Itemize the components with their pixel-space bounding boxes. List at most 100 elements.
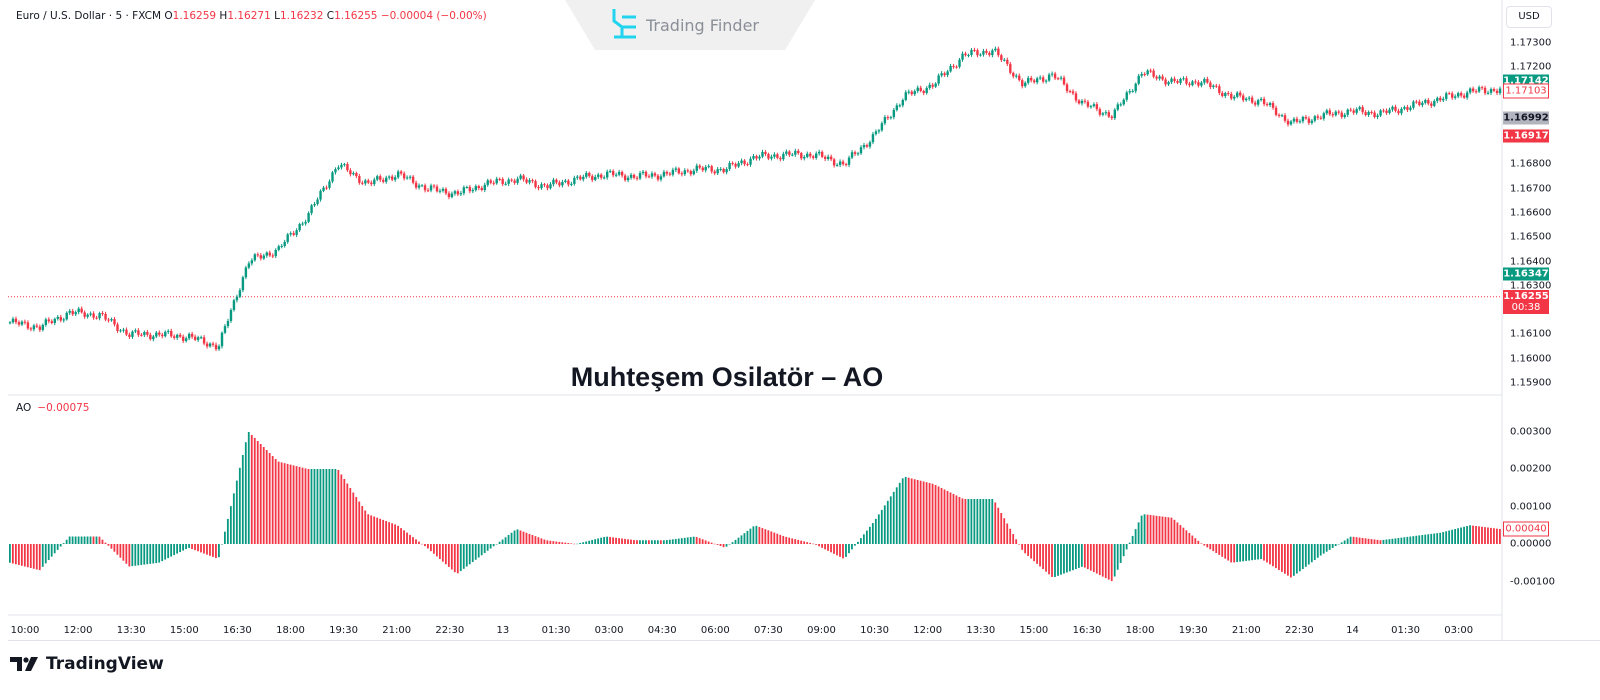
candle-body bbox=[1101, 113, 1105, 115]
price-tag-value: 1.16255 bbox=[1503, 290, 1549, 302]
candle-body bbox=[71, 310, 74, 315]
ao-bar bbox=[552, 541, 555, 544]
ao-bar bbox=[895, 487, 898, 544]
candle-body bbox=[892, 109, 896, 118]
ao-bar bbox=[555, 541, 558, 544]
candle-body bbox=[719, 168, 722, 170]
ao-bar bbox=[1430, 533, 1433, 544]
ao-bar bbox=[874, 518, 877, 544]
ao-bar bbox=[235, 480, 238, 544]
ao-bar bbox=[543, 539, 546, 544]
ao-bar bbox=[982, 499, 985, 544]
candle-body bbox=[1313, 116, 1317, 121]
candle-body bbox=[838, 161, 842, 165]
ao-bar bbox=[585, 541, 588, 544]
candle-body bbox=[650, 173, 654, 177]
time-tick-label: 13 bbox=[496, 625, 510, 636]
candle-body bbox=[1489, 89, 1493, 93]
ao-bar bbox=[546, 540, 549, 544]
ao-bar bbox=[821, 544, 823, 548]
candle-body bbox=[1382, 110, 1385, 112]
ao-bar bbox=[1388, 539, 1391, 544]
ao-bar bbox=[471, 544, 474, 563]
ao-bar bbox=[713, 543, 716, 545]
ao-bar bbox=[1373, 539, 1376, 544]
candle-body bbox=[438, 190, 442, 192]
candle-body bbox=[1158, 76, 1161, 79]
ao-bar bbox=[758, 526, 761, 544]
candle-body bbox=[483, 184, 486, 191]
candle-body bbox=[92, 313, 95, 318]
ao-bar bbox=[1185, 530, 1188, 544]
ao-bar bbox=[241, 455, 244, 544]
ao-bar bbox=[1343, 540, 1346, 544]
ao-bar bbox=[1397, 538, 1400, 544]
candle-body bbox=[1286, 120, 1290, 125]
ao-bar bbox=[477, 544, 480, 558]
candle-body bbox=[402, 173, 406, 179]
candle-body bbox=[1009, 63, 1012, 73]
ao-bar bbox=[14, 544, 17, 565]
candle-body bbox=[1307, 118, 1311, 123]
candle-body bbox=[552, 179, 555, 185]
ao-bar bbox=[827, 544, 829, 551]
ao-value-tag: 0.00040 bbox=[1503, 521, 1549, 537]
candle-body bbox=[110, 319, 113, 321]
ao-bar bbox=[880, 509, 883, 544]
price-tag-value: 1.17103 bbox=[1505, 85, 1547, 97]
ao-bar bbox=[594, 539, 597, 544]
candle-body bbox=[600, 174, 603, 178]
ao-bar bbox=[501, 539, 504, 544]
candle-body bbox=[1062, 77, 1066, 85]
candle-body bbox=[1388, 109, 1391, 114]
ao-bar bbox=[391, 523, 394, 544]
ao-bar bbox=[1042, 544, 1044, 570]
ao-bar bbox=[23, 544, 26, 567]
ao-bar bbox=[465, 544, 468, 567]
candle-body bbox=[1424, 99, 1427, 103]
ao-bar bbox=[268, 453, 271, 544]
candle-body bbox=[1018, 75, 1021, 81]
candle-body bbox=[1277, 114, 1281, 116]
ao-bar bbox=[1149, 515, 1152, 544]
ao-bar bbox=[1146, 514, 1149, 544]
ao-bar bbox=[1074, 544, 1077, 570]
candle-body bbox=[961, 53, 964, 60]
ao-bar bbox=[35, 544, 38, 570]
ao-bar bbox=[510, 532, 513, 544]
ao-bar bbox=[883, 505, 886, 544]
chart-canvas[interactable] bbox=[0, 0, 1600, 640]
ao-bar bbox=[146, 544, 149, 565]
candle-body bbox=[1301, 116, 1305, 122]
candle-body bbox=[1385, 110, 1388, 114]
candle-body bbox=[301, 223, 304, 225]
ao-bar bbox=[1104, 544, 1107, 579]
candle-body bbox=[1218, 86, 1221, 93]
currency-button[interactable]: USD bbox=[1506, 6, 1552, 28]
time-tick-label: 10:00 bbox=[10, 625, 40, 636]
candle-body bbox=[1474, 91, 1478, 93]
ao-bar bbox=[1212, 544, 1215, 552]
ao-bar bbox=[1027, 544, 1030, 556]
time-tick-label: 07:30 bbox=[753, 625, 783, 636]
ao-bar bbox=[943, 489, 946, 544]
ao-bar bbox=[1182, 527, 1185, 544]
candle-body bbox=[1242, 95, 1245, 101]
ao-bar bbox=[913, 479, 916, 544]
ao-bar bbox=[438, 544, 441, 560]
ao-bar bbox=[1176, 522, 1179, 544]
ao-bar bbox=[280, 462, 283, 544]
ao-bar bbox=[851, 544, 853, 550]
ao-bar bbox=[1269, 544, 1271, 565]
ao-bar bbox=[1233, 544, 1236, 563]
ao-legend[interactable]: AO −0.00075 bbox=[16, 402, 89, 414]
ao-bar bbox=[1433, 533, 1436, 544]
price-tag: 1.16255 00:38 bbox=[1503, 289, 1549, 314]
ao-bar bbox=[991, 499, 994, 544]
candle-body bbox=[919, 87, 922, 91]
ao-bar bbox=[1203, 544, 1206, 546]
ao-bar bbox=[1448, 530, 1451, 544]
ao-bar bbox=[1206, 544, 1209, 548]
candle-body bbox=[683, 170, 687, 175]
ao-bar bbox=[1173, 519, 1176, 544]
